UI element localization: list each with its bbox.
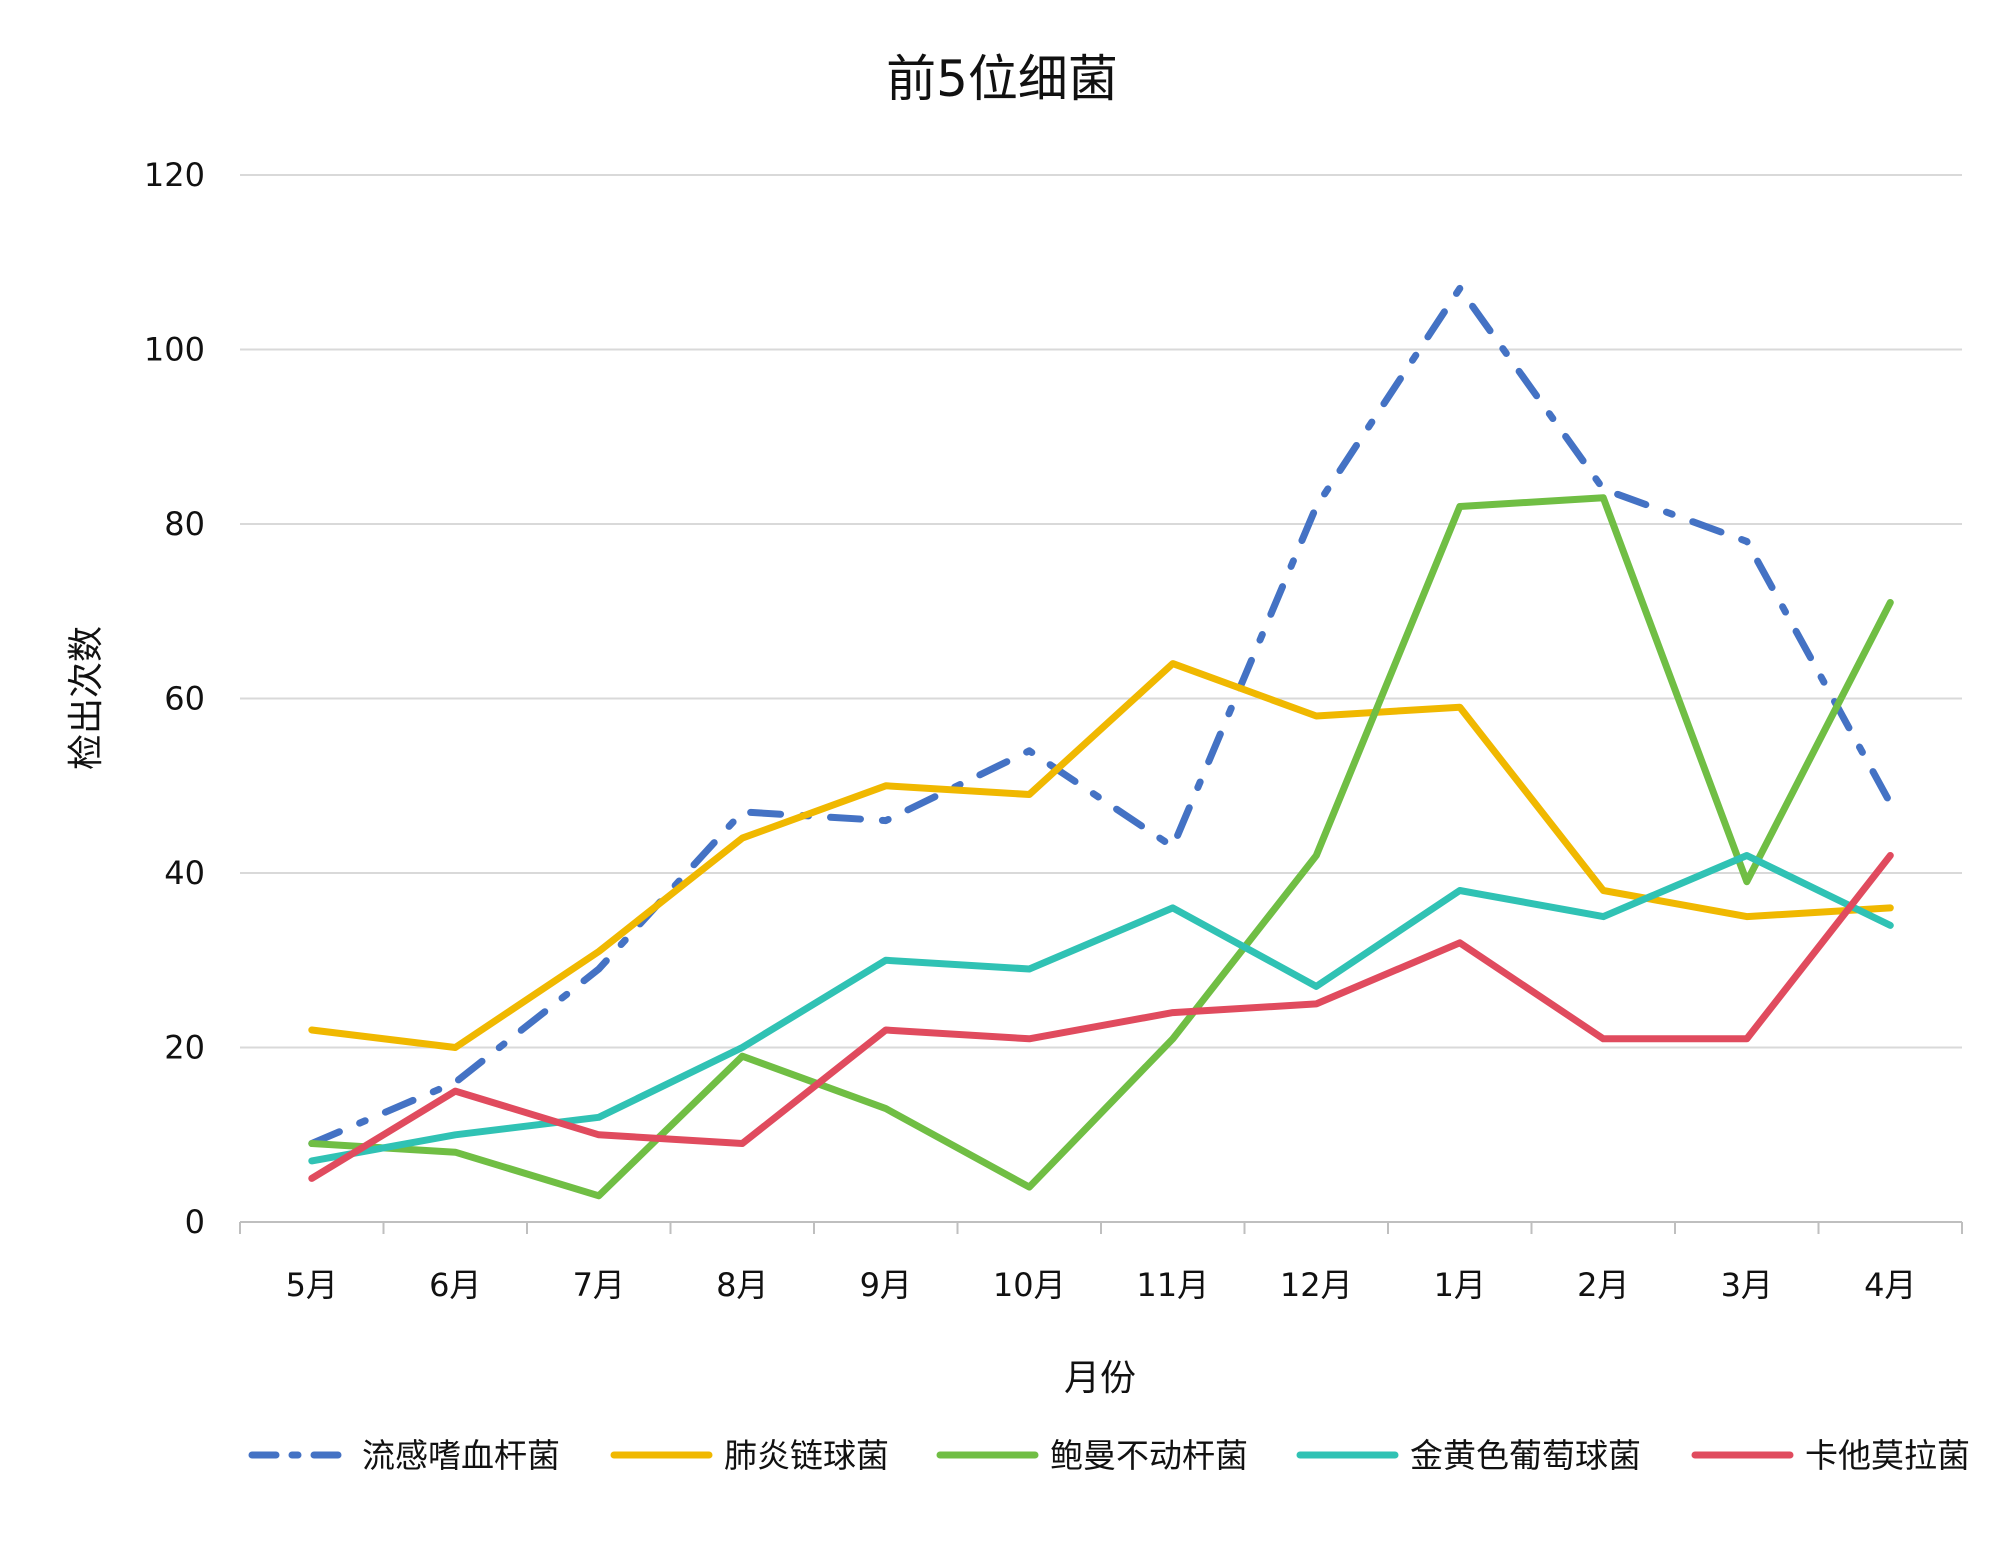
- series-line-1: [308, 284, 1894, 1147]
- series-line-4: [308, 852, 1894, 1165]
- x-tick-label: 12月: [1280, 1266, 1353, 1304]
- x-tick-label: 6月: [429, 1266, 481, 1304]
- y-tick-label: 100: [144, 331, 205, 369]
- y-tick-label: 40: [164, 854, 205, 892]
- axes: 0 20 40 60 80 100 120 5月 6月 7月 8月 9月 10月 11月 12月 1月 2月 3月…: [144, 156, 1963, 1304]
- x-tick-label: 8月: [716, 1266, 768, 1304]
- y-tick-label: 60: [164, 680, 205, 718]
- legend-label-1: 流感嗜血杆菌: [362, 1436, 560, 1475]
- x-tick-label: 5月: [286, 1266, 338, 1304]
- series-line-5: [308, 852, 1894, 1182]
- x-tick-label: 1月: [1434, 1266, 1486, 1304]
- y-tick-label: 80: [164, 505, 205, 543]
- gridlines: [240, 174, 1962, 1049]
- x-tick-label: 11月: [1136, 1266, 1209, 1304]
- x-tick-label: 10月: [993, 1266, 1066, 1304]
- legend-label-3: 鲍曼不动杆菌: [1050, 1436, 1248, 1475]
- y-tick-label: 120: [144, 156, 205, 194]
- legend: 流感嗜血杆菌 肺炎链球菌 鲍曼不动杆菌 金黄色葡萄球菌 卡他莫拉菌: [248, 1436, 1970, 1475]
- chart-title: 前5位细菌: [886, 50, 1118, 108]
- y-axis-title: 检出次数: [66, 626, 107, 770]
- series-lines: [308, 284, 1894, 1200]
- x-axis-title: 月份: [1064, 1358, 1136, 1399]
- x-tick-label: 7月: [573, 1266, 625, 1304]
- x-tick-label: 4月: [1864, 1266, 1916, 1304]
- legend-label-2: 肺炎链球菌: [724, 1436, 889, 1475]
- x-tick-label: 3月: [1721, 1266, 1773, 1304]
- y-tick-label: 0: [185, 1203, 205, 1241]
- x-tick-label: 2月: [1577, 1266, 1629, 1304]
- x-tick-label: 9月: [860, 1266, 912, 1304]
- y-tick-label: 20: [164, 1029, 205, 1067]
- series-line-3: [308, 494, 1894, 1200]
- legend-label-5: 卡他莫拉菌: [1805, 1436, 1970, 1475]
- series-line-2: [308, 660, 1894, 1051]
- legend-label-4: 金黄色葡萄球菌: [1410, 1436, 1641, 1475]
